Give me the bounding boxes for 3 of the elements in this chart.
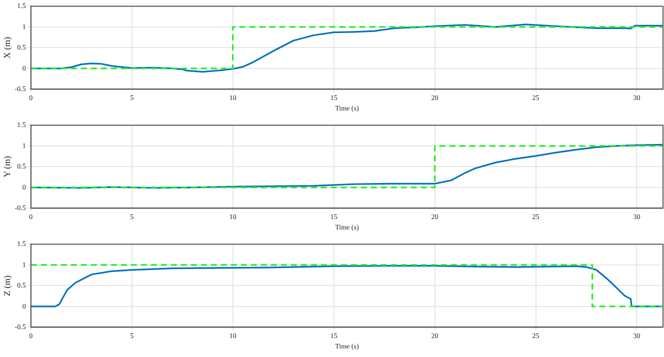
y-axis-title: Y (m) — [2, 156, 12, 178]
y-axis-title: Z (m) — [2, 275, 12, 296]
y-axis-title: X (m) — [2, 36, 12, 59]
